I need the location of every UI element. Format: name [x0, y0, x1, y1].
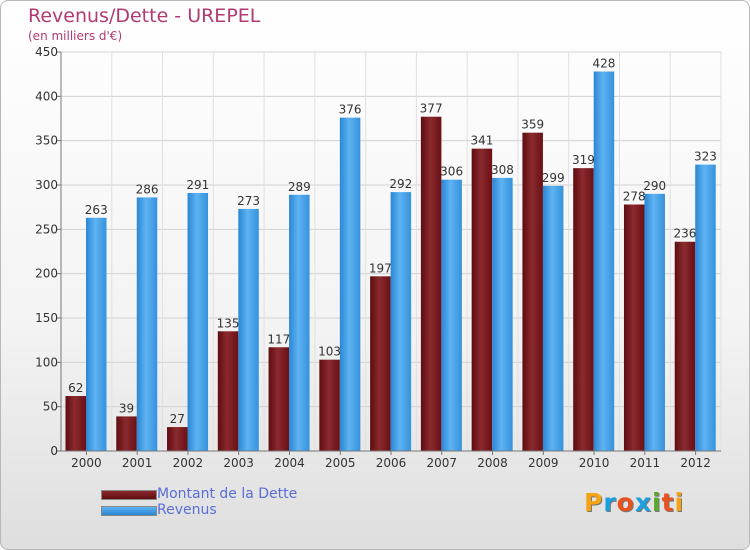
- x-tick-label-2004: 2004: [274, 456, 305, 470]
- bar-debt-2009: [522, 132, 543, 452]
- value-label-revenue-2000: 263: [85, 203, 108, 217]
- value-label-revenue-2011: 290: [643, 179, 666, 193]
- bar-revenue-2012: [695, 164, 716, 451]
- value-label-debt-2012: 236: [674, 227, 697, 241]
- bar-debt-2010: [573, 168, 594, 452]
- value-label-revenue-2002: 291: [186, 178, 209, 192]
- legend-swatch-debt: [101, 490, 157, 500]
- bar-debt-2011: [623, 204, 645, 451]
- logo-letter: i: [674, 488, 685, 517]
- value-label-debt-2011: 278: [623, 190, 646, 204]
- y-tick-label-250: 250: [35, 222, 58, 236]
- logo-letter: i: [652, 488, 662, 517]
- x-tick-label-2006: 2006: [376, 456, 407, 470]
- x-tick-label-2008: 2008: [477, 456, 508, 470]
- bar-revenue-2005: [339, 117, 361, 451]
- value-label-revenue-2012: 323: [694, 150, 717, 164]
- bars: [65, 71, 716, 452]
- value-label-revenue-2009: 299: [542, 171, 565, 185]
- x-tick-label-2005: 2005: [325, 456, 356, 470]
- chart-title: Revenus/Dette - UREPEL: [28, 5, 261, 27]
- x-tick-label-2007: 2007: [426, 456, 457, 470]
- x-tick-label-2003: 2003: [223, 456, 254, 470]
- bar-debt-2000: [65, 396, 86, 451]
- x-tick-label-2011: 2011: [630, 456, 661, 470]
- value-label-revenue-2003: 273: [237, 194, 260, 208]
- bar-debt-2001: [116, 416, 137, 451]
- legend-label-debt: Montant de la Dette: [157, 486, 298, 502]
- y-tick-label-100: 100: [35, 355, 58, 369]
- bar-debt-2006: [370, 276, 391, 451]
- value-label-debt-2008: 341: [470, 134, 493, 148]
- value-label-debt-2009: 359: [521, 118, 544, 132]
- y-tick-label-400: 400: [35, 89, 58, 103]
- value-label-debt-2010: 319: [572, 153, 595, 167]
- bar-revenue-2011: [644, 193, 665, 451]
- bar-debt-2005: [319, 359, 340, 451]
- value-label-debt-2007: 377: [420, 102, 443, 116]
- value-label-revenue-2004: 289: [288, 180, 311, 194]
- data-labels: 62 263 39 286 27 291 135 273 117 289 103 376 197 292 3…: [68, 57, 717, 427]
- x-tick-label-2001: 2001: [122, 456, 153, 470]
- value-label-revenue-2001: 286: [136, 182, 159, 196]
- value-label-revenue-2006: 292: [389, 177, 412, 191]
- bar-debt-2012: [674, 241, 696, 451]
- axes: 0 50 100 150 200 250 300 350 400 450 2000 2001 2002 2…: [35, 45, 721, 470]
- value-label-revenue-2008: 308: [491, 163, 514, 177]
- x-tick-label-2012: 2012: [680, 456, 711, 470]
- value-label-revenue-2007: 306: [440, 165, 463, 179]
- bar-revenue-2002: [187, 192, 209, 452]
- logo-letter: t: [661, 488, 675, 517]
- value-label-revenue-2010: 428: [592, 57, 615, 71]
- bar-revenue-2004: [289, 194, 310, 451]
- y-tick-label-150: 150: [35, 311, 58, 325]
- value-label-debt-2004: 117: [267, 332, 290, 346]
- bar-debt-2002: [167, 427, 188, 451]
- value-label-debt-2000: 62: [68, 381, 83, 395]
- value-label-debt-2006: 197: [369, 261, 392, 275]
- x-tick-label-2002: 2002: [173, 456, 204, 470]
- x-tick-label-2009: 2009: [528, 456, 559, 470]
- y-tick-label-200: 200: [35, 267, 58, 281]
- bar-debt-2007: [420, 116, 442, 451]
- x-tick-label-2010: 2010: [579, 456, 610, 470]
- logo-letter: r: [603, 488, 617, 517]
- bar-debt-2003: [217, 331, 239, 451]
- value-label-revenue-2005: 376: [339, 103, 362, 117]
- bar-revenue-2007: [441, 179, 462, 451]
- value-label-debt-2003: 135: [217, 316, 240, 330]
- legend-swatch-revenue: [101, 506, 157, 516]
- bar-revenue-2001: [136, 197, 158, 451]
- y-tick-label-50: 50: [43, 400, 58, 414]
- logo-letter: o: [616, 488, 635, 517]
- legend-label-revenue: Revenus: [157, 502, 217, 518]
- bar-revenue-2006: [390, 192, 412, 452]
- bar-revenue-2000: [86, 217, 107, 451]
- y-tick-label-450: 450: [35, 45, 58, 59]
- bar-revenue-2003: [238, 208, 259, 451]
- bar-debt-2008: [471, 148, 493, 451]
- value-label-debt-2005: 103: [318, 345, 341, 359]
- y-tick-label-300: 300: [35, 178, 58, 192]
- x-tick-label-2000: 2000: [71, 456, 102, 470]
- bar-revenue-2010: [593, 71, 615, 452]
- bar-revenue-2008: [492, 177, 513, 451]
- logo-letter: x: [634, 488, 652, 517]
- y-tick-label-350: 350: [35, 134, 58, 148]
- bar-revenue-2009: [542, 185, 564, 452]
- proxiti-logo: Proxiti: [584, 488, 684, 517]
- bar-debt-2004: [268, 347, 290, 451]
- value-label-debt-2002: 27: [170, 412, 185, 426]
- chart-subtitle: (en milliers d'€): [28, 29, 123, 43]
- value-label-debt-2001: 39: [119, 401, 134, 415]
- logo-letter: P: [584, 488, 604, 517]
- y-tick-label-0: 0: [50, 444, 58, 458]
